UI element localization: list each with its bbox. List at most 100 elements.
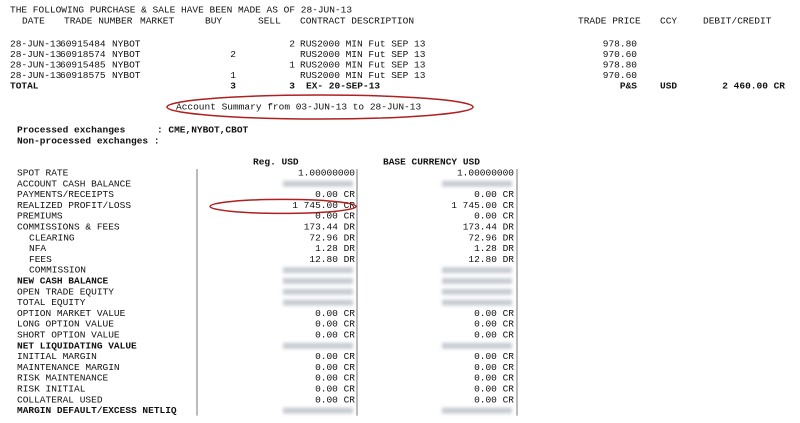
- column-header: MARKET: [140, 16, 175, 27]
- balance-label: NFA: [29, 243, 46, 254]
- column-header: CCY: [660, 16, 677, 27]
- summary-title: Account Summary from 03-JUN-13 to 28-JUN…: [176, 102, 421, 113]
- column-header: TRADE PRICE: [578, 16, 641, 27]
- balance-label: SPOT RATE: [17, 168, 69, 179]
- trade-cell: NYBOT: [112, 39, 141, 50]
- balance-label: COLLATERAL USED: [17, 394, 103, 405]
- balance-label: ACCOUNT CASH BALANCE: [17, 178, 131, 189]
- balance-label: OPTION MARKET VALUE: [17, 308, 126, 319]
- balance-label: OPEN TRADE EQUITY: [17, 286, 114, 297]
- balance-label: INITIAL MARGIN: [17, 351, 97, 362]
- balance-label: LONG OPTION VALUE: [17, 319, 114, 330]
- balance-label: FEES: [29, 254, 52, 265]
- summary-highlight: [166, 94, 474, 120]
- redacted-value: [442, 267, 512, 274]
- balance-value: 0.00 CR: [315, 330, 355, 341]
- trade-cell: RUS2000 MIN Fut SEP 13: [300, 70, 426, 81]
- total-cell: EX- 20-SEP-13: [306, 81, 380, 92]
- balance-label: MAINTENANCE MARGIN: [17, 362, 120, 373]
- balance-value: 0.00 CR: [474, 189, 514, 200]
- balance-value: 12.80 DR: [468, 254, 514, 265]
- trade-cell: NYBOT: [112, 70, 141, 81]
- total-cell: 3: [289, 81, 295, 92]
- trade-cell: 60918574: [60, 49, 106, 60]
- balance-value: 0.00 CR: [474, 373, 514, 384]
- balance-label: COMMISSIONS & FEES: [17, 222, 120, 233]
- trade-cell: 1: [289, 60, 295, 71]
- column-header: CONTRACT DESCRIPTION: [300, 16, 414, 27]
- trade-cell: RUS2000 MIN Fut SEP 13: [300, 39, 426, 50]
- trade-cell: 978.80: [603, 60, 638, 71]
- balance-value: 1.28 DR: [474, 243, 514, 254]
- trade-cell: 978.80: [603, 39, 638, 50]
- column-header: Reg. USD: [253, 157, 299, 168]
- balance-value: 0.00 CR: [315, 211, 355, 222]
- balance-value: 0.00 CR: [474, 394, 514, 405]
- balance-value: 0.00 CR: [474, 351, 514, 362]
- balance-value: 0.00 CR: [474, 384, 514, 395]
- trade-cell: RUS2000 MIN Fut SEP 13: [300, 49, 426, 60]
- column-header: DEBIT/CREDIT: [703, 16, 772, 27]
- column-header: SELL: [258, 16, 281, 27]
- trade-cell: NYBOT: [112, 60, 141, 71]
- balance-label: RISK INITIAL: [17, 384, 86, 395]
- balance-label: NET LIQUIDATING VALUE: [17, 340, 137, 351]
- balance-value: 0.00 CR: [474, 308, 514, 319]
- balance-label: REALIZED PROFIT/LOSS: [17, 200, 131, 211]
- balance-value: 0.00 CR: [474, 362, 514, 373]
- redacted-value: [442, 180, 512, 187]
- redacted-value: [283, 288, 353, 295]
- exchange-value: : CME,NYBOT,CBOT: [157, 125, 249, 136]
- balance-value: 0.00 CR: [315, 394, 355, 405]
- balance-value: 0.00 CR: [315, 384, 355, 395]
- column-header: DATE: [22, 16, 45, 27]
- balance-value: 0.00 CR: [315, 362, 355, 373]
- redacted-value: [283, 299, 353, 306]
- exchange-label: Non-processed exchanges :: [17, 135, 160, 146]
- balance-value: 72.96 DR: [468, 232, 514, 243]
- trade-cell: 970.60: [603, 49, 638, 60]
- balance-label: SHORT OPTION VALUE: [17, 330, 120, 341]
- trade-cell: 1: [230, 70, 236, 81]
- balance-value: 0.00 CR: [315, 351, 355, 362]
- balance-value: 72.96 DR: [309, 232, 355, 243]
- balance-label: NEW CASH BALANCE: [17, 276, 109, 287]
- balance-label: MARGIN DEFAULT/EXCESS NETLIQ: [17, 405, 177, 416]
- trade-cell: 2: [230, 49, 236, 60]
- balance-label: RISK MAINTENANCE: [17, 373, 109, 384]
- balance-value: 0.00 CR: [315, 308, 355, 319]
- balance-label: CLEARING: [29, 232, 75, 243]
- redacted-value: [283, 267, 353, 274]
- balance-value: 12.80 DR: [309, 254, 355, 265]
- total-cell: USD: [660, 81, 677, 92]
- total-cell: P&S: [620, 81, 637, 92]
- balance-label: PAYMENTS/RECEIPTS: [17, 189, 114, 200]
- balance-label: COMMISSION: [29, 265, 86, 276]
- trade-cell: 60915485: [60, 60, 106, 71]
- trade-cell: 28-JUN-13: [10, 60, 62, 71]
- balance-value: 1.00000000: [298, 168, 355, 179]
- trade-cell: 28-JUN-13: [10, 70, 62, 81]
- trade-cell: NYBOT: [112, 49, 141, 60]
- column-header: BUY: [205, 16, 222, 27]
- balance-value: 0.00 CR: [474, 319, 514, 330]
- balance-value: 0.00 CR: [315, 373, 355, 384]
- redacted-value: [442, 407, 512, 414]
- column-header: BASE CURRENCY USD: [383, 157, 480, 168]
- trade-cell: 28-JUN-13: [10, 49, 62, 60]
- balance-value: 0.00 CR: [474, 211, 514, 222]
- balance-value: 1 745.00 CR: [292, 200, 355, 211]
- total-cell: 3: [230, 81, 236, 92]
- redacted-value: [442, 299, 512, 306]
- column-header: TRADE NUMBER: [64, 16, 133, 27]
- trade-cell: RUS2000 MIN Fut SEP 13: [300, 60, 426, 71]
- balance-value: 0.00 CR: [315, 319, 355, 330]
- balance-label: TOTAL EQUITY: [17, 297, 86, 308]
- redacted-value: [283, 278, 353, 284]
- balance-value: 173.44 DR: [463, 222, 515, 233]
- value-highlight: [209, 198, 357, 215]
- balance-value: 1.00000000: [457, 168, 514, 179]
- trade-cell: 60915484: [60, 39, 106, 50]
- balance-label: PREMIUMS: [17, 211, 63, 222]
